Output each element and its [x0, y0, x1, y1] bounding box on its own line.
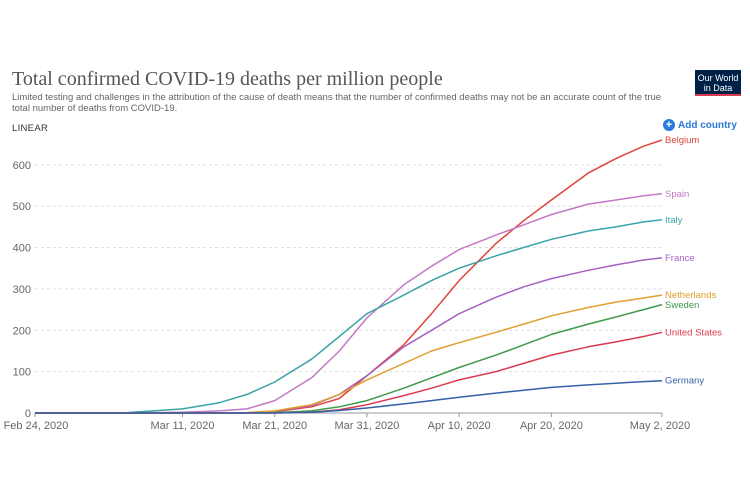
series-line-germany[interactable] [35, 379, 663, 414]
y-tick-label: 600 [13, 160, 31, 172]
chart-subtitle: Limited testing and challenges in the at… [12, 92, 662, 114]
logo-line1: Our World [697, 73, 739, 83]
y-tick-label: 400 [13, 243, 31, 255]
axis-layer: 0 100 200 300 400 500 600 Feb 24, 2020 Mar 11, 2… [4, 160, 691, 432]
series-label-germany[interactable]: Germany [665, 376, 704, 387]
add-country-label: Add country [678, 119, 737, 131]
y-tick-label: 500 [13, 201, 31, 213]
series-line-spain[interactable] [35, 193, 663, 414]
y-tick-label: 0 [25, 408, 31, 420]
add-country-button[interactable]: + Add country [663, 119, 737, 131]
series-label-united-states[interactable]: United States [665, 327, 722, 338]
plus-circle-icon: + [663, 119, 675, 131]
y-tick-label: 100 [13, 367, 31, 379]
x-tick-label: Apr 20, 2020 [520, 420, 583, 432]
series-layer [34, 139, 663, 414]
series-label-layer: Belgium Spain Italy France NetherlandsSweden… [665, 135, 722, 387]
chart-title: Total confirmed COVID-19 deaths per mill… [12, 68, 443, 90]
x-tick-label: Apr 10, 2020 [428, 420, 491, 432]
series-label-italy[interactable]: Italy [665, 215, 683, 226]
series-line-netherlands[interactable] [35, 294, 663, 414]
x-tick-label: Mar 31, 2020 [335, 420, 400, 432]
series-label-sweden[interactable]: Sweden [665, 300, 699, 311]
series-label-belgium[interactable]: Belgium [665, 135, 699, 146]
series-line-sweden[interactable] [35, 303, 663, 414]
x-tick-label: Mar 11, 2020 [151, 420, 215, 432]
series-line-italy[interactable] [34, 219, 663, 414]
x-tick-label: Feb 24, 2020 [4, 420, 69, 432]
owid-logo[interactable]: Our World in Data [695, 70, 741, 96]
series-line-united-states[interactable] [35, 331, 663, 414]
y-tick-label: 300 [13, 284, 31, 296]
x-tick-label: Mar 21, 2020 [242, 420, 307, 432]
series-label-netherlands[interactable]: Netherlands [665, 290, 716, 301]
series-label-spain[interactable]: Spain [665, 189, 689, 200]
x-tick-label: May 2, 2020 [630, 420, 691, 432]
scale-toggle-button[interactable]: LINEAR [12, 123, 49, 134]
series-label-france[interactable]: France [665, 253, 695, 264]
y-tick-label: 200 [13, 325, 31, 337]
grid-layer [35, 164, 662, 373]
logo-line2: in Data [703, 83, 733, 93]
